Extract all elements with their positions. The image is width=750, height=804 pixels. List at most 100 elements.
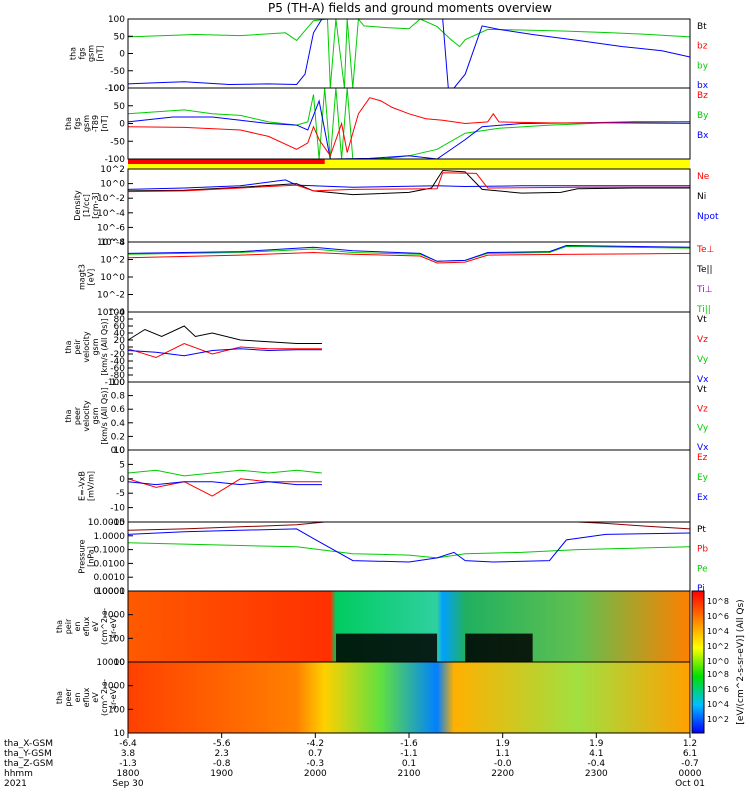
y-tick-label: 10^2	[100, 165, 125, 175]
y-axis-label-line: [km/s (All Qs)]	[100, 318, 109, 375]
panel-frame	[127, 311, 691, 383]
legend-entry: Bt	[697, 22, 707, 32]
x-tick-label: -1.6	[400, 739, 418, 749]
y-tick-label: 100	[108, 634, 125, 644]
y-axis-label-line: tha	[69, 47, 78, 60]
y-tick-label: -60	[110, 364, 125, 374]
series-line-Bz	[127, 97, 691, 157]
x-tick-label: 1.2	[683, 739, 697, 749]
legend-entry: bx	[697, 81, 709, 91]
series-line-Ex	[127, 481, 322, 486]
spectrogram-gap	[465, 633, 533, 662]
x-row-label: tha_X-GSM	[4, 739, 53, 749]
legend-entry: Te||	[696, 265, 713, 275]
y-axis-label-line: tha	[64, 117, 73, 130]
legend-entry: by	[697, 61, 709, 71]
x-tick-label: 1.1	[496, 749, 510, 759]
y-tick-label: 10^-2	[97, 194, 125, 204]
colorbar-tick-label: 10^4	[707, 627, 729, 636]
legend-entry: Bx	[697, 131, 709, 141]
y-tick-label: 0.1000	[94, 546, 126, 556]
x-tick-label: -1.3	[119, 759, 137, 769]
colorbar-tick-label: 10^2	[707, 715, 729, 724]
x-row-label: hhmm	[4, 769, 33, 779]
y-tick-label: 10	[114, 729, 126, 739]
y-axis-label-line: magt3	[78, 264, 87, 290]
x-tick-label: 2100	[398, 769, 421, 779]
x-date-end: Oct 01	[675, 779, 705, 789]
y-axis-label-line: en	[73, 622, 82, 632]
y-tick-label: -20	[110, 350, 125, 360]
y-tick-label: 60	[114, 322, 126, 332]
x-tick-label: 1800	[117, 769, 140, 779]
y-axis-label-line: tha	[64, 409, 73, 422]
y-tick-label: 10^2	[100, 256, 125, 266]
y-axis-label-line: gsm	[87, 45, 96, 62]
y-tick-label: 0.0001	[94, 587, 126, 597]
x-axis-labels: tha_X-GSM -6.4 -5.6 -4.2 -1.6 1.9 1.9 1.2 tha_Y-…	[4, 733, 705, 789]
y-tick-label: 10^-6	[97, 223, 125, 233]
series-line-bx	[127, 18, 691, 89]
x-tick-label: 0.1	[402, 759, 416, 769]
y-tick-label: 100	[108, 84, 125, 94]
colorbar-label-text: [eV/(cm^2-s-sr-eV)] (All Qs)	[736, 599, 746, 724]
colorbar-tick-label: 10^6	[707, 685, 729, 694]
panel-peir-spectrogram: 10000 1000 100 10 tha peir en eflux eV (cm^2-s-sr…	[55, 587, 691, 668]
x-row-label: tha_Y-GSM	[4, 749, 52, 759]
panel-peer-spectrogram: 10000 1000 100 10 tha peer en eflux eV (cm^2-s-sr…	[55, 658, 691, 739]
y-axis-label-line: tha	[55, 620, 64, 633]
x-tick-label: 2000	[304, 769, 327, 779]
y-axis-label-line: peer	[73, 406, 82, 425]
legend-entry: bz	[697, 42, 708, 52]
y-axis-label-line: gsm	[91, 407, 100, 424]
colorbar-tick-label: 10^6	[707, 612, 729, 621]
x-date-start: Sep 30	[112, 779, 144, 789]
y-axis-label-line: (cm^2-s-	[100, 679, 109, 716]
legend-entry: Ez	[697, 453, 708, 463]
x-tick-label: 1.9	[496, 739, 511, 749]
series-line-by	[127, 17, 691, 89]
y-tick-label: 0.0	[111, 446, 126, 456]
colorbar-tick-label: 10^4	[707, 700, 729, 709]
colorbar-tick-label: 10^0	[707, 657, 729, 666]
x-tick-label: 0.7	[308, 749, 322, 759]
y-tick-label: 100	[108, 308, 125, 318]
y-tick-label: -10	[110, 504, 125, 514]
y-axis-label-line: [1/cc]	[82, 194, 91, 217]
y-tick-label: 40	[114, 329, 126, 339]
y-axis-label-line: [nT]	[96, 45, 105, 61]
y-axis-label: magt3 [eV]	[78, 264, 96, 290]
y-axis-label-line: (cm^2-s-	[100, 608, 109, 645]
y-tick-label: 10	[114, 658, 126, 668]
y-tick-label: 0.8	[111, 392, 126, 402]
plot-title: P5 (TH-A) fields and ground moments over…	[268, 1, 552, 15]
x-date-year: 2021	[4, 779, 27, 789]
legend-entry: Vy	[697, 424, 709, 434]
y-tick-label: 1.0000	[94, 532, 126, 542]
panel-frame	[127, 521, 691, 592]
y-tick-label: 0.2	[111, 432, 125, 442]
y-axis-label: tha fgs gsm -T89 [nT]	[64, 115, 109, 132]
y-tick-label: 0	[119, 50, 125, 60]
x-tick-label: 1900	[210, 769, 233, 779]
y-tick-label: -100	[105, 155, 126, 165]
mode-bar-yellow	[324, 159, 690, 164]
y-tick-label: 100	[108, 15, 125, 25]
colorbar-label: [eV/(cm^2-s-sr-eV)] (All Qs)	[736, 599, 746, 724]
y-axis-label-line: [eV]	[87, 269, 96, 286]
y-axis-label-line: eflux	[82, 616, 91, 636]
legend-entry: Te⊥	[696, 245, 715, 255]
series-line-By	[127, 87, 691, 160]
x-tick-label: 2.3	[215, 749, 229, 759]
y-tick-label: -15	[110, 518, 125, 528]
y-tick-label: 0	[119, 120, 125, 130]
y-tick-label: 10	[114, 446, 126, 456]
y-tick-label: 1000	[102, 682, 125, 692]
panel-frame	[127, 18, 691, 89]
series-line-Ni	[127, 169, 690, 196]
y-axis-label: tha peir velocity gsm [km/s (All Qs)]	[64, 318, 109, 375]
y-tick-label: 10^-4	[97, 308, 125, 318]
y-axis-label: E=-VxB [mV/m]	[78, 471, 96, 501]
panel-efield: 10 5 0 -5 -10 -15 E=-VxB [mV/m] Ez Ey Ex	[78, 446, 709, 528]
